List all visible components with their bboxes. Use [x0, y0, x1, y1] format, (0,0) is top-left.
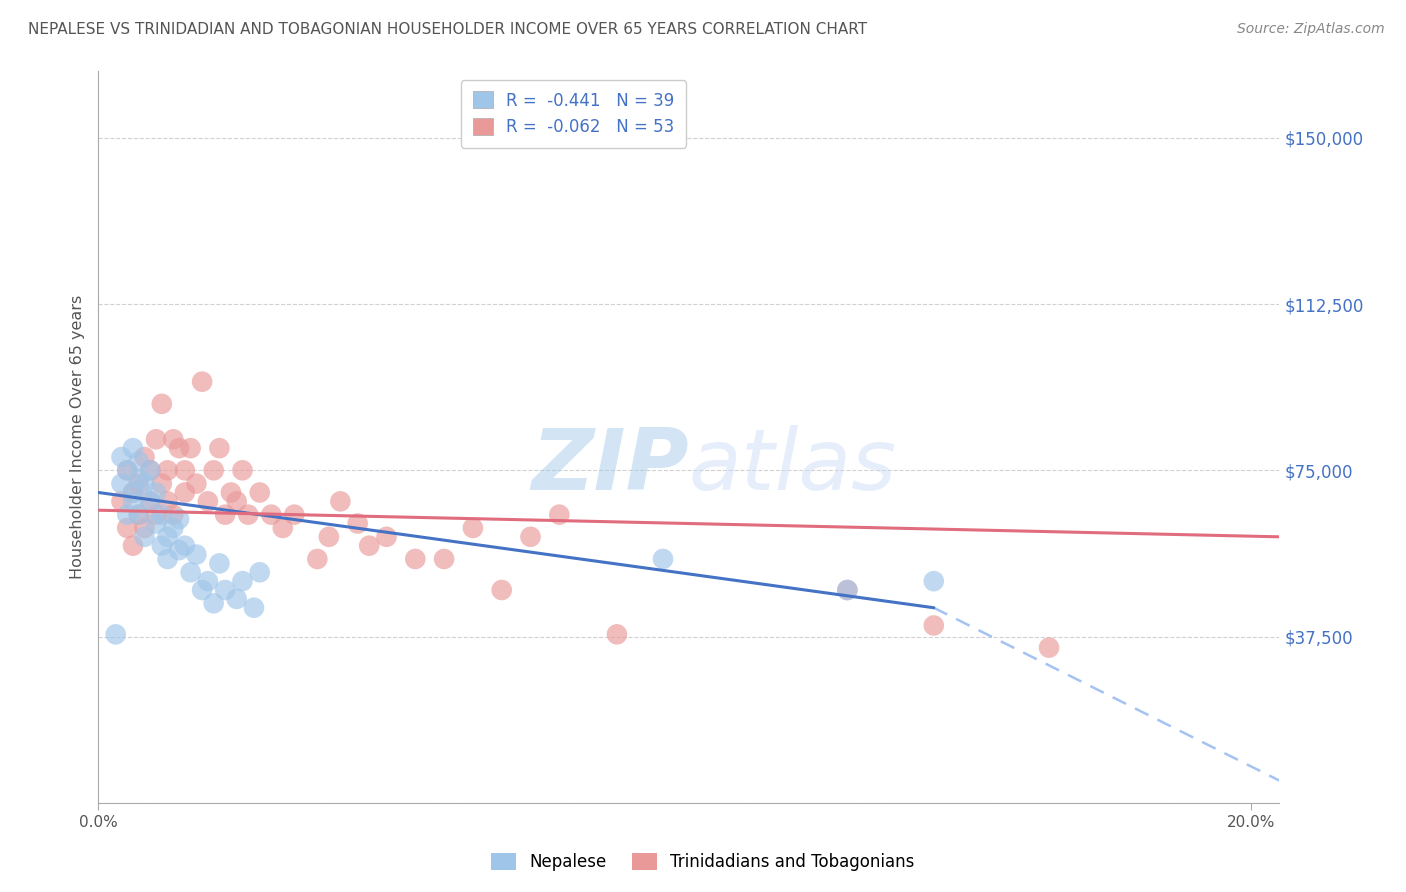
Point [162, 432, 184, 446]
Point [837, 582, 859, 597]
Point [150, 397, 173, 411]
Y-axis label: Householder Income Over 65 years: Householder Income Over 65 years [70, 295, 86, 579]
Point [197, 494, 219, 508]
Point [162, 508, 184, 522]
Point [461, 521, 484, 535]
Point [156, 530, 179, 544]
Point [208, 441, 231, 455]
Point [197, 574, 219, 589]
Point [134, 476, 156, 491]
Point [491, 582, 513, 597]
Point [173, 485, 195, 500]
Point [225, 494, 247, 508]
Point [104, 627, 127, 641]
Point [652, 552, 675, 566]
Point [134, 521, 156, 535]
Point [139, 463, 162, 477]
Point [1038, 640, 1060, 655]
Point [231, 574, 253, 589]
Point [115, 463, 138, 477]
Text: atlas: atlas [689, 425, 897, 508]
Point [186, 476, 208, 491]
Point [156, 552, 179, 566]
Point [271, 521, 294, 535]
Text: NEPALESE VS TRINIDADIAN AND TOBAGONIAN HOUSEHOLDER INCOME OVER 65 YEARS CORRELAT: NEPALESE VS TRINIDADIAN AND TOBAGONIAN H… [28, 22, 868, 37]
Point [110, 476, 132, 491]
Point [180, 566, 202, 580]
Point [180, 441, 202, 455]
Point [150, 476, 173, 491]
Point [225, 591, 247, 606]
Point [145, 516, 167, 531]
Point [404, 552, 426, 566]
Text: Source: ZipAtlas.com: Source: ZipAtlas.com [1237, 22, 1385, 37]
Point [156, 463, 179, 477]
Point [249, 485, 271, 500]
Legend: Nepalese, Trinidadians and Tobagonians: Nepalese, Trinidadians and Tobagonians [484, 845, 922, 880]
Point [359, 539, 381, 553]
Point [214, 508, 236, 522]
Point [260, 508, 283, 522]
Point [202, 463, 225, 477]
Point [186, 548, 208, 562]
Point [922, 574, 945, 589]
Point [139, 494, 162, 508]
Point [191, 582, 214, 597]
Point [122, 539, 145, 553]
Point [219, 485, 242, 500]
Point [145, 508, 167, 522]
Point [283, 508, 305, 522]
Point [128, 476, 150, 491]
Point [156, 494, 179, 508]
Point [318, 530, 340, 544]
Point [139, 494, 162, 508]
Point [122, 441, 145, 455]
Point [519, 530, 541, 544]
Point [115, 521, 138, 535]
Point [208, 557, 231, 571]
Point [837, 582, 859, 597]
Point [191, 375, 214, 389]
Point [150, 508, 173, 522]
Point [110, 450, 132, 464]
Point [122, 485, 145, 500]
Point [162, 521, 184, 535]
Point [231, 463, 253, 477]
Point [606, 627, 628, 641]
Point [346, 516, 368, 531]
Point [243, 600, 266, 615]
Legend: R =  -0.441   N = 39, R =  -0.062   N = 53: R = -0.441 N = 39, R = -0.062 N = 53 [461, 79, 686, 148]
Point [128, 508, 150, 522]
Point [134, 450, 156, 464]
Point [307, 552, 329, 566]
Point [150, 539, 173, 553]
Point [249, 566, 271, 580]
Point [145, 432, 167, 446]
Point [167, 512, 190, 526]
Point [433, 552, 456, 566]
Point [139, 463, 162, 477]
Point [173, 539, 195, 553]
Point [922, 618, 945, 632]
Point [115, 508, 138, 522]
Point [548, 508, 571, 522]
Point [329, 494, 352, 508]
Point [145, 485, 167, 500]
Point [375, 530, 398, 544]
Text: ZIP: ZIP [531, 425, 689, 508]
Point [122, 485, 145, 500]
Point [122, 494, 145, 508]
Point [214, 582, 236, 597]
Point [238, 508, 260, 522]
Point [128, 472, 150, 486]
Point [167, 441, 190, 455]
Point [128, 454, 150, 468]
Point [110, 494, 132, 508]
Point [128, 508, 150, 522]
Point [173, 463, 195, 477]
Point [167, 543, 190, 558]
Point [115, 463, 138, 477]
Point [134, 530, 156, 544]
Point [202, 596, 225, 610]
